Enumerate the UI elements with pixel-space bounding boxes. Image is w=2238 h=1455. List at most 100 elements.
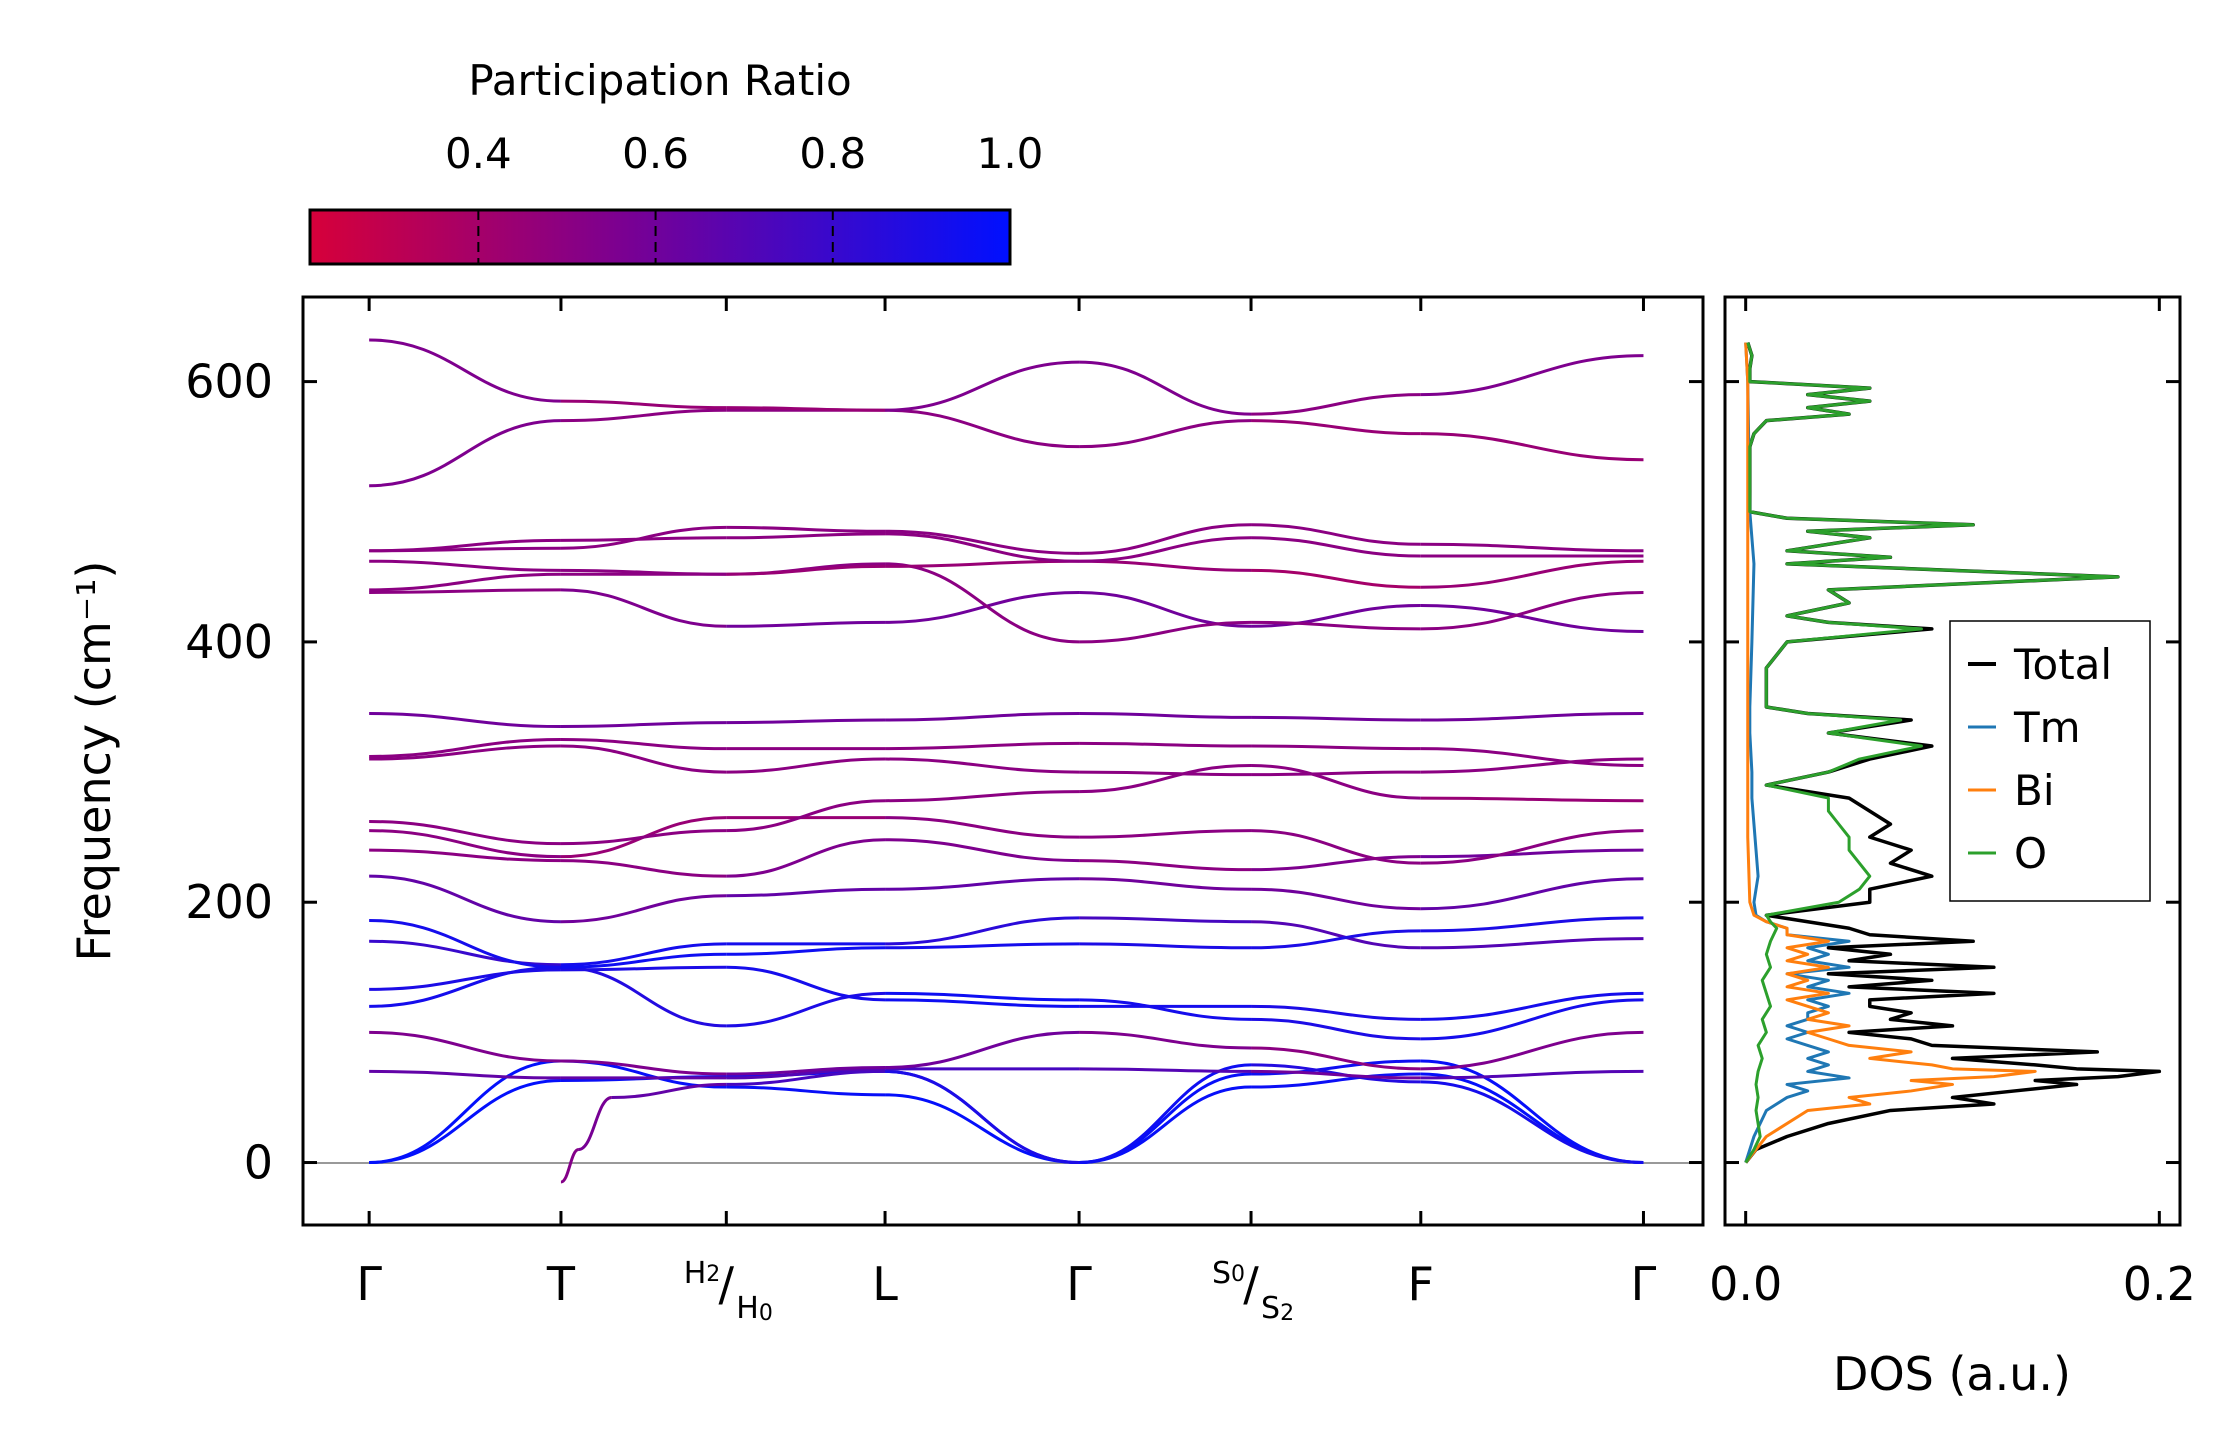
band-segment <box>1420 432 1644 462</box>
x-tick-label-h2-h0: H2/H0 <box>684 1256 773 1326</box>
band-segment <box>1079 620 1252 644</box>
band-segment <box>1251 393 1421 416</box>
band-segment <box>369 1069 561 1080</box>
band-segment <box>1079 1085 1252 1165</box>
band-segment <box>1079 590 1252 628</box>
band-segment <box>1251 419 1421 436</box>
band-segment <box>885 590 1080 624</box>
band-segment <box>885 790 1080 803</box>
band-segment <box>560 1059 727 1076</box>
band-segment <box>1420 916 1644 933</box>
band-low-1 <box>369 1067 1644 1080</box>
band-segment <box>1420 747 1644 768</box>
band-segment <box>885 942 1080 950</box>
x-tick-label: L <box>872 1257 898 1311</box>
band-segment <box>1251 1004 1421 1021</box>
band-opt-325 <box>369 738 1644 768</box>
legend-label: O <box>2014 829 2047 878</box>
band-segment <box>885 408 1080 449</box>
band-segment <box>369 572 561 592</box>
band-segment <box>726 718 886 725</box>
band-segment <box>885 998 1080 1008</box>
band-segment <box>369 738 561 758</box>
band-opt-480 <box>369 532 1644 563</box>
band-segment <box>1420 998 1644 1041</box>
band-segment <box>1079 360 1252 416</box>
band-segment <box>1079 859 1252 872</box>
band-segment <box>560 568 727 576</box>
colorbar-title: Participation Ratio <box>468 56 851 105</box>
dos-axis-ticks: 0.0 0.2 <box>1709 297 2196 1311</box>
band-segment <box>1079 1072 1252 1165</box>
band-segment <box>726 620 886 628</box>
band-segment <box>1251 1017 1421 1041</box>
dos-series-bi <box>1744 342 2037 1164</box>
colorbar-tick-label: 0.6 <box>622 129 689 178</box>
y-axis-label: Frequency (cm⁻¹) <box>67 561 121 962</box>
band-segment <box>1420 542 1644 553</box>
band-opt-150 <box>369 916 1644 967</box>
band-segment <box>1079 523 1252 555</box>
band-segment <box>1420 1072 1644 1165</box>
band-segment <box>560 588 727 628</box>
band-opt-340 <box>369 711 1644 729</box>
band-segment <box>1420 757 1644 774</box>
band-segment <box>726 406 886 412</box>
band-segment <box>560 408 727 423</box>
band-acoustic-3 <box>560 1063 1644 1184</box>
dos-series-o <box>1744 342 2120 1164</box>
band-segment <box>560 942 727 967</box>
legend-label: Tm <box>2013 703 2081 752</box>
band-segment <box>1251 770 1421 777</box>
band-segment <box>369 1079 561 1165</box>
band-segment <box>1079 877 1252 891</box>
svg-text:S0: S0 <box>1212 1256 1245 1291</box>
band-segment <box>369 538 561 553</box>
band-segment <box>1079 998 1252 1021</box>
band-segment <box>1079 764 1252 794</box>
band-segment <box>726 564 886 576</box>
band-segment <box>560 536 727 542</box>
band-segment <box>1251 764 1421 800</box>
band-segment <box>1251 1046 1421 1071</box>
band-segment <box>726 525 886 533</box>
band-axes-frame <box>301 295 1705 1227</box>
band-opt-470 <box>369 523 1644 555</box>
band-segment <box>885 816 1080 839</box>
band-opt-275 <box>369 764 1644 846</box>
band-segment <box>1251 603 1421 628</box>
band-segment <box>1251 929 1421 950</box>
band-opt-120 <box>369 965 1644 1041</box>
band-segment <box>1420 590 1644 631</box>
dos-x-tick-label: 0.2 <box>2123 1257 2196 1311</box>
band-segment <box>1420 937 1644 950</box>
band-segment <box>1079 741 1252 748</box>
x-tick-label-s0-s2: S0/S2 <box>1212 1256 1294 1326</box>
band-segment <box>726 991 886 1028</box>
band-segment <box>1079 1030 1252 1050</box>
band-segment <box>1420 848 1644 859</box>
band-segment <box>726 1069 886 1086</box>
band-opt-440 <box>369 562 1644 644</box>
band-segment <box>1079 559 1252 572</box>
band-segment <box>1251 855 1421 872</box>
band-segment <box>560 721 727 729</box>
band-segment <box>885 360 1080 412</box>
colorbar-ticks: 0.4 0.6 0.8 1.0 <box>445 129 1043 264</box>
band-opt-230 <box>369 838 1644 878</box>
band-segment <box>1079 770 1252 777</box>
band-segment <box>369 968 561 991</box>
band-segment <box>369 1059 561 1165</box>
band-segment <box>726 757 886 774</box>
band-segment <box>369 918 561 969</box>
band-lines <box>369 338 1644 1184</box>
svg-text:/: / <box>1243 1257 1259 1311</box>
band-segment <box>560 965 727 972</box>
band-segment <box>1420 559 1644 589</box>
band-segment <box>1251 744 1421 751</box>
band-segment <box>369 744 561 761</box>
x-tick-label: T <box>546 1257 576 1311</box>
band-segment <box>885 562 1080 644</box>
band-segment <box>1079 711 1252 719</box>
